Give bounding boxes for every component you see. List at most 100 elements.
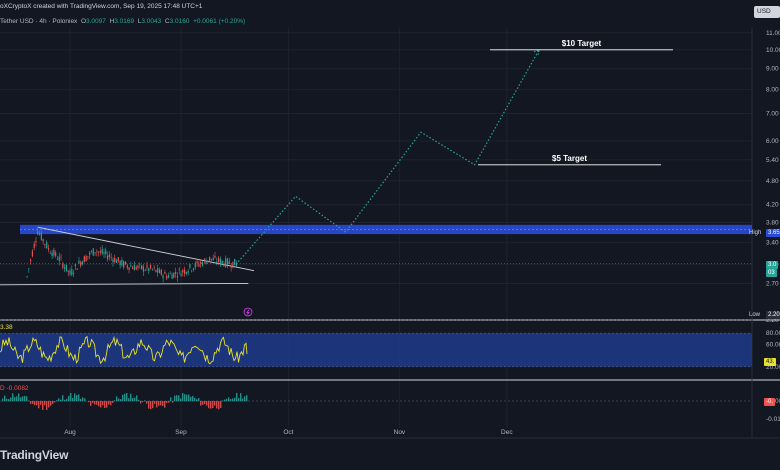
macd-histogram-bar: [84, 398, 86, 402]
candle-body: [30, 259, 32, 262]
candle-body: [55, 252, 57, 256]
macd-histogram-bar: [8, 399, 10, 402]
candle-body: [235, 262, 238, 266]
macd-histogram-bar: [228, 397, 230, 402]
candle-body: [216, 261, 218, 263]
candle-body: [141, 265, 143, 269]
macd-histogram-bar: [6, 398, 8, 402]
candle-body: [110, 256, 112, 258]
candle-body: [149, 265, 152, 269]
candle-body: [185, 271, 187, 275]
macd-histogram-bar: [44, 401, 46, 406]
candle-body: [223, 263, 225, 266]
currency-selector[interactable]: USD: [754, 6, 780, 18]
candle-body: [200, 262, 202, 264]
macd-histogram-bar: [118, 398, 120, 402]
candle-body: [198, 264, 200, 267]
alert-icon-bolt: [246, 309, 250, 315]
candle-body: [90, 251, 93, 252]
candle-body: [123, 261, 125, 268]
macd-histogram-bar: [236, 393, 238, 402]
macd-histogram-bar: [108, 401, 110, 405]
candle-body: [219, 258, 221, 265]
candle-body: [157, 268, 159, 273]
macd-histogram-bar: [36, 401, 38, 406]
candle-body: [153, 267, 155, 269]
candle-body: [44, 243, 46, 245]
macd-histogram-bar: [40, 401, 42, 405]
price-axis-tick: 6.00: [766, 138, 779, 145]
time-axis-tick: Sep: [175, 429, 187, 436]
macd-histogram-bar: [88, 401, 90, 403]
candle-body: [121, 259, 123, 266]
macd-histogram-bar: [192, 395, 194, 402]
macd-histogram-bar: [22, 396, 24, 402]
macd-histogram-bar: [106, 401, 108, 408]
macd-histogram-bar: [116, 396, 118, 402]
macd-histogram-bar: [54, 401, 56, 403]
close-label: C: [164, 18, 170, 25]
price-axis-tick: 8.00: [766, 87, 779, 94]
candle-body: [76, 268, 78, 270]
macd-histogram-bar: [112, 401, 114, 403]
macd-histogram-bar: [240, 393, 242, 402]
macd-histogram-bar: [160, 401, 162, 406]
macd-histogram-bar: [4, 395, 6, 402]
candle-body: [171, 274, 173, 279]
rsi-tag: 43.: [764, 358, 777, 366]
macd-histogram-bar: [162, 401, 164, 407]
candle-body: [85, 256, 87, 262]
candle-body: [226, 258, 229, 265]
rsi-label: 3.38: [0, 324, 13, 331]
macd-histogram-bar: [90, 401, 92, 406]
macd-histogram-bar: [16, 396, 18, 402]
candle-body: [128, 267, 130, 271]
candle-body: [115, 260, 118, 263]
candle-body: [142, 266, 145, 272]
macd-histogram-bar: [78, 394, 80, 402]
macd-histogram-bar: [212, 401, 214, 409]
macd-histogram-bar: [42, 401, 44, 410]
candle-body: [214, 255, 216, 258]
candle-body: [31, 251, 34, 257]
candle-body: [232, 261, 234, 268]
candle-body: [209, 256, 211, 261]
rsi-axis-tick: 80.00: [766, 330, 780, 337]
macd-histogram-bar: [50, 401, 52, 406]
time-axis-tick: Aug: [64, 429, 76, 436]
macd-histogram-bar: [218, 401, 220, 410]
macd-histogram-bar: [10, 397, 12, 402]
macd-histogram-bar: [196, 399, 198, 402]
candle-body: [169, 273, 171, 274]
macd-histogram-bar: [94, 401, 96, 405]
candle-body: [217, 257, 220, 262]
macd-histogram-bar: [100, 401, 102, 408]
candle-body: [105, 250, 107, 255]
projection-path: [237, 49, 540, 263]
candle-body: [53, 249, 55, 256]
macd-histogram-bar: [30, 401, 32, 404]
candle-body: [80, 261, 82, 266]
macd-histogram-bar: [246, 395, 248, 402]
candle-body: [139, 263, 141, 265]
close-value: 3.0160: [169, 18, 190, 25]
candle-body: [35, 240, 37, 243]
macd-histogram-bar: [168, 401, 170, 403]
candle-body: [112, 259, 114, 263]
macd-histogram-bar: [148, 401, 150, 409]
macd-histogram-bar: [124, 393, 126, 402]
macd-histogram-bar: [206, 401, 208, 406]
candle-body: [99, 251, 102, 253]
macd-histogram-bar: [150, 401, 152, 410]
candle-body: [178, 269, 180, 271]
time-axis-tick: Dec: [501, 429, 513, 436]
macd-histogram-bar: [216, 401, 218, 409]
high-tag-label: High: [749, 230, 762, 236]
candle-body: [58, 256, 60, 261]
macd-histogram-bar: [158, 401, 160, 406]
macd-histogram-bar: [136, 395, 138, 402]
candle-body: [126, 265, 128, 268]
